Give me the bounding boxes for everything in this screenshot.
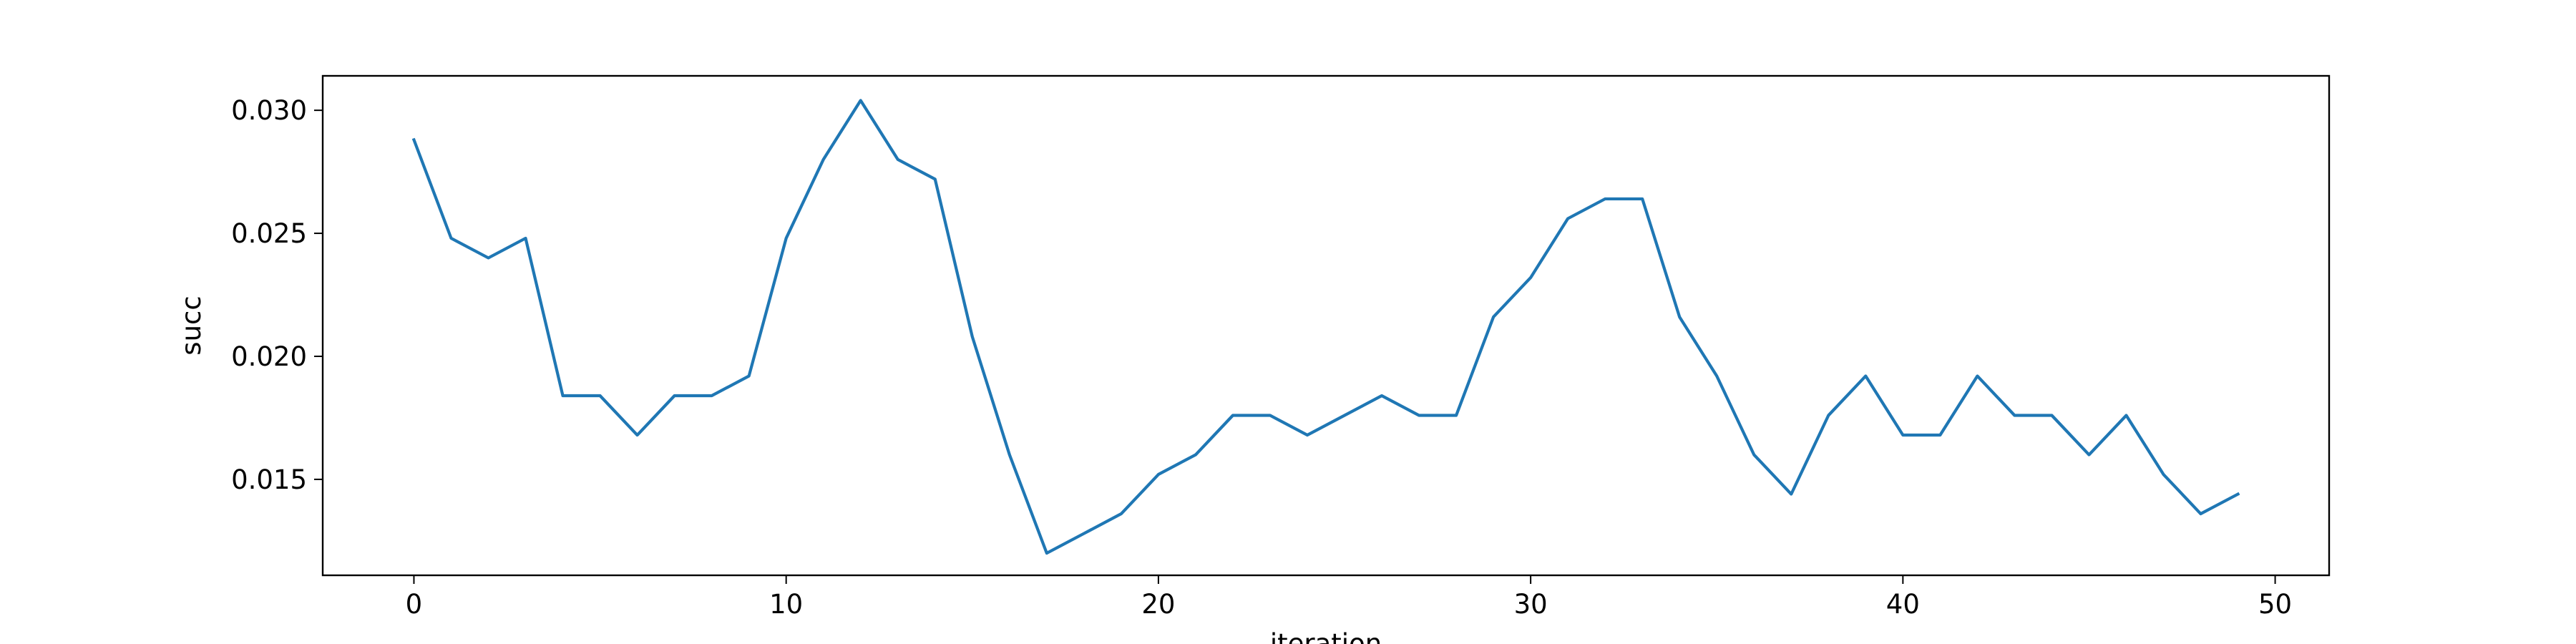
x-tick-label: 30	[1514, 589, 1548, 620]
plot-frame	[321, 74, 2331, 577]
y-tick-label: 0.020	[231, 341, 307, 372]
y-tick-label: 0.030	[231, 95, 307, 126]
x-tick-label: 20	[1141, 589, 1175, 620]
x-tick-label: 10	[769, 589, 803, 620]
plot-layer	[411, 99, 2240, 555]
y-tick-label: 0.015	[231, 464, 307, 495]
y-tick-label: 0.025	[231, 218, 307, 249]
x-tick-label: 0	[406, 589, 423, 620]
x-tick-label: 40	[1886, 589, 1920, 620]
x-tick-label: 50	[2258, 589, 2292, 620]
axes-layer: 0 10 20 30 40 50 0.015 0.020 0.025 0.030	[231, 74, 2331, 620]
series-line	[411, 99, 2240, 555]
x-axis-label: iteration	[1270, 628, 1382, 644]
y-axis-label: succ	[176, 296, 207, 355]
